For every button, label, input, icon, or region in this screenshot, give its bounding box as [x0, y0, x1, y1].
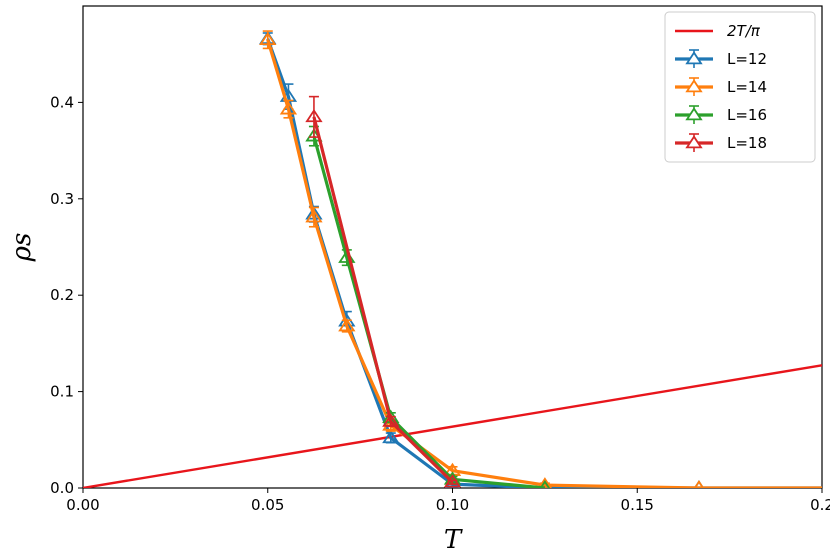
series-l-18	[305, 95, 462, 488]
data-point	[279, 101, 298, 115]
data-point	[305, 209, 323, 223]
legend-item: L=16	[675, 105, 767, 124]
series-line	[312, 116, 454, 484]
y-tick-label: 0.0	[50, 479, 74, 497]
legend: 2T/π L=12 L=14 L=16 L=18	[664, 11, 816, 163]
data-point	[382, 413, 400, 427]
y-tick-label: 0.4	[50, 93, 74, 111]
legend-item: L=14	[675, 77, 767, 96]
series-layer	[259, 30, 822, 488]
data-point	[305, 108, 323, 123]
legend-label: L=18	[727, 134, 767, 152]
reference-line-layer	[83, 364, 822, 488]
y-axis-label: ρs	[7, 233, 37, 263]
legend-label: L=16	[727, 106, 767, 124]
x-tick-label: 0.10	[436, 496, 469, 514]
x-tick-label: 0.2	[810, 496, 830, 514]
legend-box	[664, 11, 816, 163]
x-axis-label: T	[444, 525, 463, 554]
legend-item: 2T/π	[675, 22, 761, 40]
legend-marker	[685, 79, 703, 93]
x-axis-ticks: 0.00 0.05 0.10 0.15 0.2	[66, 488, 830, 514]
x-tick-label: 0.15	[621, 496, 654, 514]
data-point	[338, 318, 356, 332]
data-point	[382, 429, 400, 444]
data-point	[693, 480, 705, 488]
legend-label: 2T/π	[727, 22, 761, 40]
data-point	[443, 474, 462, 488]
legend-label: L=12	[727, 50, 767, 68]
data-point	[537, 477, 552, 488]
x-tick-label: 0.05	[251, 496, 284, 514]
x-tick-label: 0.00	[66, 496, 99, 514]
y-tick-label: 0.2	[50, 286, 74, 304]
data-point	[259, 31, 277, 46]
y-tick-label: 0.3	[50, 190, 74, 208]
y-tick-label: 0.1	[50, 383, 74, 401]
legend-item: L=12	[675, 49, 767, 68]
y-axis-ticks: 0.0 0.1 0.2 0.3 0.4	[50, 93, 83, 497]
data-point	[539, 480, 551, 488]
legend-item: L=18	[675, 133, 767, 152]
legend-label: L=14	[727, 78, 767, 96]
legend-marker	[685, 107, 703, 121]
legend-marker	[685, 135, 703, 149]
legend-marker	[685, 51, 703, 65]
reference-line	[83, 364, 822, 488]
